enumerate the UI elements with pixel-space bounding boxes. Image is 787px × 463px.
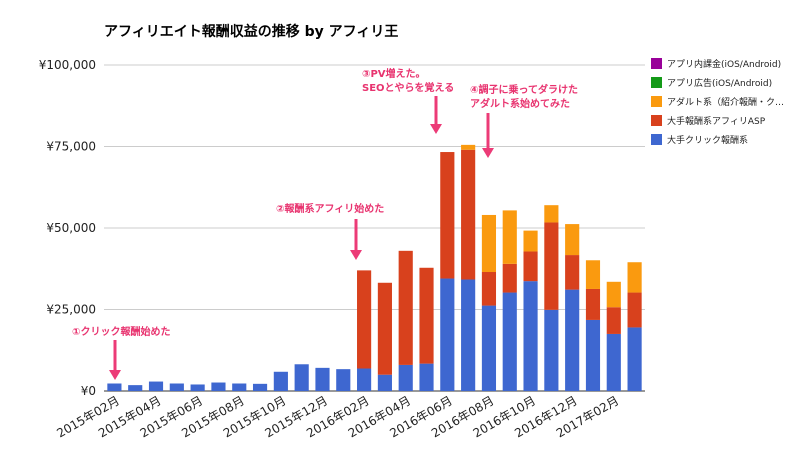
bar-segment bbox=[377, 374, 392, 391]
legend-label: アダルト系（紹介報酬・ク… bbox=[667, 96, 784, 108]
bar-segment bbox=[502, 210, 517, 264]
bar-segment bbox=[440, 278, 455, 391]
legend-swatch bbox=[651, 115, 662, 126]
bar-segment bbox=[398, 364, 413, 391]
annotation-text: SEOとやらを覚える bbox=[362, 81, 454, 94]
bar-segment bbox=[461, 279, 476, 391]
y-tick-label: ¥75,000 bbox=[46, 140, 96, 154]
bar-segment bbox=[523, 251, 538, 282]
y-tick-label: ¥0 bbox=[81, 384, 96, 398]
legend-item: 大手報酬系アフィリASP bbox=[651, 115, 766, 127]
annotation-arrow-head bbox=[430, 124, 442, 134]
bar-segment bbox=[357, 368, 372, 391]
bar-segment bbox=[232, 383, 247, 391]
bar-segment bbox=[190, 384, 205, 391]
legend-swatch bbox=[651, 96, 662, 107]
grid-lines bbox=[104, 64, 645, 392]
bar-segment bbox=[627, 327, 642, 391]
annotation-text: ③PV増えた。 bbox=[362, 67, 426, 80]
bar-segment bbox=[606, 307, 621, 334]
bar-segment bbox=[461, 149, 476, 280]
bar-segment bbox=[377, 282, 392, 375]
annotation: ③PV増えた。SEOとやらを覚える bbox=[362, 67, 454, 134]
annotation-text: ②報酬系アフィリ始めた bbox=[276, 202, 384, 215]
legend-item: 大手クリック報酬系 bbox=[651, 134, 748, 146]
bar-segment bbox=[481, 214, 497, 273]
bar-segment bbox=[107, 383, 122, 391]
annotation: ①クリック報酬始めた bbox=[72, 325, 170, 380]
legend: アプリ内課金(iOS/Android) アプリ広告(iOS/Android) アダル… bbox=[651, 58, 784, 146]
bar-segment bbox=[169, 383, 184, 391]
bar-segment bbox=[336, 369, 351, 391]
bar-segment bbox=[627, 262, 642, 293]
bar-segment bbox=[585, 260, 601, 289]
annotation-text: ④調子に乗ってダラけた bbox=[470, 83, 578, 96]
bar-segment bbox=[502, 263, 517, 293]
y-axis: ¥0 ¥25,000 ¥50,000 ¥75,000 ¥100,000 bbox=[39, 58, 96, 398]
bar-segment bbox=[502, 292, 517, 391]
bar-segment bbox=[565, 224, 580, 256]
bar-segment bbox=[294, 364, 309, 391]
bar-segment bbox=[565, 289, 580, 391]
legend-label: アプリ内課金(iOS/Android) bbox=[667, 58, 781, 70]
bar-segment bbox=[606, 281, 621, 308]
bar-segment bbox=[419, 363, 434, 391]
y-tick-label: ¥100,000 bbox=[39, 58, 96, 72]
annotation: ②報酬系アフィリ始めた bbox=[276, 202, 384, 260]
bar-segment bbox=[544, 222, 559, 310]
bar-segment bbox=[481, 305, 497, 391]
bar-segment bbox=[627, 292, 642, 328]
bar-segment bbox=[606, 333, 621, 391]
bar-segment bbox=[357, 270, 372, 369]
legend-label: アプリ広告(iOS/Android) bbox=[667, 77, 772, 89]
bar-segment bbox=[148, 381, 164, 391]
legend-swatch bbox=[651, 58, 662, 69]
annotation-arrow-head bbox=[350, 250, 362, 260]
bar-segment bbox=[398, 250, 413, 365]
annotation-text: アダルト系始めてみた bbox=[470, 97, 570, 110]
legend-label: 大手クリック報酬系 bbox=[667, 134, 748, 146]
legend-label: 大手報酬系アフィリASP bbox=[667, 115, 766, 127]
bar-segment bbox=[481, 272, 497, 306]
x-axis: 2015年02月2015年04月2015年06月2015年08月2015年10月… bbox=[54, 393, 621, 440]
bar-segment bbox=[461, 144, 476, 150]
bar-segment bbox=[252, 383, 268, 391]
legend-item: アプリ広告(iOS/Android) bbox=[651, 77, 772, 89]
bar-segment bbox=[273, 371, 288, 391]
bar-segment bbox=[565, 255, 580, 290]
annotation-arrow-head bbox=[109, 370, 121, 380]
bar-segment bbox=[585, 319, 601, 391]
bar-segment bbox=[419, 267, 434, 364]
legend-item: アダルト系（紹介報酬・ク… bbox=[651, 96, 784, 108]
bar-segment bbox=[523, 230, 538, 252]
legend-swatch bbox=[651, 134, 662, 145]
bar-segment bbox=[440, 152, 455, 279]
bar-segment bbox=[211, 382, 226, 391]
legend-swatch bbox=[651, 77, 662, 88]
bar-segment bbox=[544, 309, 559, 391]
bar-segment bbox=[585, 288, 601, 320]
y-tick-label: ¥50,000 bbox=[46, 221, 96, 235]
bars bbox=[107, 144, 642, 391]
bar-segment bbox=[315, 367, 330, 391]
legend-item: アプリ内課金(iOS/Android) bbox=[651, 58, 781, 70]
y-tick-label: ¥25,000 bbox=[46, 303, 96, 317]
annotation-arrow-head bbox=[482, 148, 494, 158]
bar-segment bbox=[523, 281, 538, 391]
bar-segment bbox=[128, 385, 143, 391]
chart-title: アフィリエイト報酬収益の推移 by アフィリ王 bbox=[104, 23, 398, 40]
annotation-text: ①クリック報酬始めた bbox=[72, 325, 170, 338]
bar-segment bbox=[544, 205, 559, 223]
